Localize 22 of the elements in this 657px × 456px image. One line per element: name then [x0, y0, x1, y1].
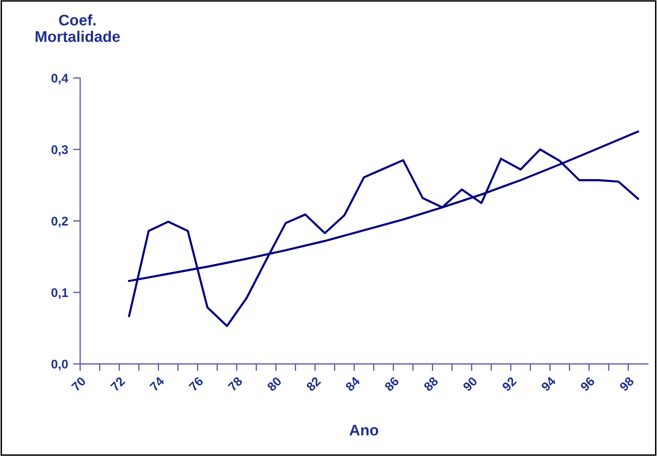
x-tick-label: 90 [462, 376, 478, 392]
x-tick-label: 80 [266, 376, 282, 392]
x-tick-label: 98 [618, 376, 634, 392]
x-tick-label: 76 [188, 376, 204, 392]
x-tick-label: 78 [228, 376, 243, 392]
y-tick-label: 0,0 [51, 360, 68, 370]
x-tick-label: 92 [501, 376, 517, 392]
x-tick-label: 82 [306, 376, 322, 392]
x-tick-label: 72 [110, 376, 126, 392]
x-tick-label: 84 [344, 376, 361, 392]
y-tick-label: 0,1 [51, 288, 68, 299]
y-tick-label: 0,2 [51, 216, 68, 228]
x-tick-label: 86 [384, 376, 400, 392]
y-tick-label: 0,3 [51, 145, 68, 156]
x-tick-label: 74 [149, 376, 165, 392]
x-tick-label: 94 [540, 376, 556, 392]
x-tick-label: 70 [70, 376, 86, 392]
x-axis-title: Ano [350, 424, 378, 436]
y-tick-label: 0,4 [51, 74, 68, 84]
x-tick-label: 88 [423, 376, 439, 392]
x-tick-label: 96 [580, 376, 596, 392]
y-axis-title: Coef. Mortalidade [36, 14, 120, 42]
